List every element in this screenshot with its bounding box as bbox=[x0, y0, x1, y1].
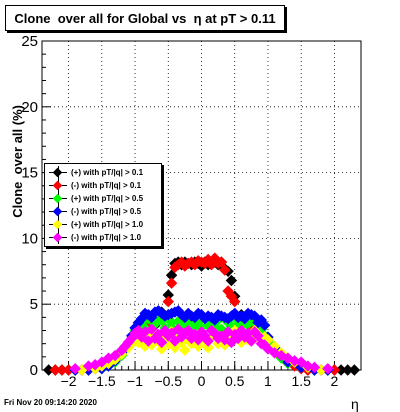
legend-entry: (+) with pT/|q| > 0.5 bbox=[49, 192, 143, 205]
legend-marker bbox=[49, 179, 67, 192]
data-point bbox=[252, 330, 264, 342]
data-point bbox=[165, 277, 178, 289]
data-point bbox=[225, 274, 238, 287]
x-axis-label: η bbox=[351, 396, 359, 412]
y-tick-label: 10 bbox=[21, 230, 38, 247]
data-point bbox=[202, 341, 214, 354]
data-point bbox=[219, 264, 231, 276]
x-tick-label: −0.5 bbox=[154, 373, 182, 389]
x-tick-label: −1.5 bbox=[88, 373, 116, 389]
date-stamp: Fri Nov 20 09:14:20 2020 bbox=[4, 398, 97, 407]
data-point bbox=[308, 361, 321, 374]
series-5 bbox=[69, 323, 334, 375]
data-point bbox=[109, 349, 121, 362]
legend-label: (-) with pT/|q| > 1.0 bbox=[71, 233, 142, 242]
legend-label: (-) with pT/|q| > 0.5 bbox=[71, 207, 142, 216]
data-point bbox=[322, 362, 334, 375]
data-point bbox=[192, 340, 204, 353]
chart-title-box: Clone over all for Global vs η at pT > 0… bbox=[5, 5, 285, 31]
data-point bbox=[245, 335, 258, 347]
legend-marker bbox=[49, 192, 67, 205]
data-point bbox=[258, 319, 271, 331]
data-points bbox=[42, 252, 361, 376]
data-point bbox=[202, 335, 214, 347]
legend-label: (+) with pT/|q| > 1.0 bbox=[71, 220, 144, 229]
legend-entry: (+) with pT/|q| > 0.1 bbox=[49, 166, 143, 179]
legend-entry: (-) with pT/|q| > 0.1 bbox=[49, 179, 141, 192]
legend-entry: (-) with pT/|q| > 0.5 bbox=[49, 205, 141, 218]
x-tick-label: −1 bbox=[127, 373, 143, 389]
y-tick-label: 25 bbox=[21, 33, 38, 50]
legend-marker bbox=[49, 231, 67, 244]
legend-label: (+) with pT/|q| > 0.5 bbox=[71, 194, 144, 203]
legend-marker bbox=[49, 205, 67, 218]
data-point bbox=[215, 256, 228, 268]
legend-entry: (-) with pT/|q| > 1.0 bbox=[49, 231, 141, 244]
data-point bbox=[348, 364, 361, 376]
legend-marker bbox=[49, 166, 67, 179]
data-point bbox=[155, 343, 168, 355]
y-axis-label: Clone over all (%) bbox=[10, 105, 25, 218]
data-point bbox=[145, 323, 158, 335]
y-tick-label: 20 bbox=[21, 99, 38, 116]
data-point bbox=[169, 341, 181, 354]
data-point bbox=[162, 295, 174, 308]
x-tick-label: 2 bbox=[331, 373, 339, 389]
data-point bbox=[179, 344, 191, 356]
data-point bbox=[155, 336, 168, 349]
legend-label: (+) with pT/|q| > 0.1 bbox=[71, 168, 144, 177]
legend: (+) with pT/|q| > 0.1 (-) with pT/|q| > … bbox=[44, 163, 162, 247]
y-tick-label: 15 bbox=[21, 165, 38, 182]
x-tick-label: −2 bbox=[61, 373, 77, 389]
x-tick-label: 0.5 bbox=[225, 373, 245, 389]
data-point bbox=[229, 295, 241, 308]
legend-marker bbox=[49, 218, 67, 231]
y-tick-label: 0 bbox=[30, 362, 38, 379]
x-tick-label: 0 bbox=[198, 373, 206, 389]
chart-title: Clone over all for Global vs η at pT > 0… bbox=[14, 10, 276, 26]
x-tick-label: 1.5 bbox=[291, 373, 311, 389]
data-point bbox=[69, 362, 81, 375]
y-tick-label: 5 bbox=[30, 296, 38, 313]
x-tick-label: 1 bbox=[264, 373, 272, 389]
legend-entry: (+) with pT/|q| > 1.0 bbox=[49, 218, 143, 231]
legend-label: (-) with pT/|q| > 0.1 bbox=[71, 181, 142, 190]
